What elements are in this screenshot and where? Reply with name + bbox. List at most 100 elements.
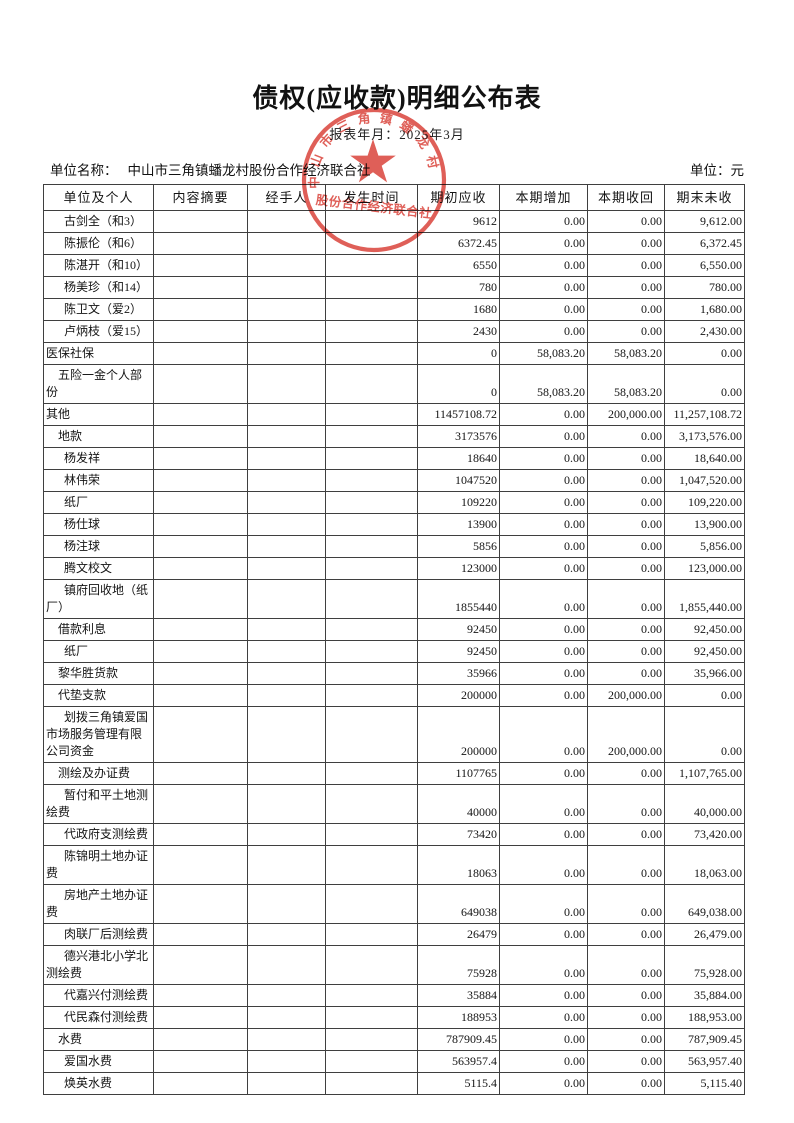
- amount-cell: 200,000.00: [587, 706, 665, 763]
- column-header: 期初应收: [417, 184, 500, 211]
- amount-cell: 0.00: [499, 706, 588, 763]
- empty-cell: [325, 923, 418, 946]
- amount-cell: 35966: [417, 662, 500, 685]
- amount-cell: 6,372.45: [664, 232, 745, 255]
- amount-cell: 92,450.00: [664, 618, 745, 641]
- amount-cell: 1,680.00: [664, 298, 745, 321]
- column-header: 本期收回: [587, 184, 665, 211]
- amount-cell: 0.00: [499, 469, 588, 492]
- empty-cell: [247, 618, 326, 641]
- info-line: 单位名称： 中山市三角镇蟠龙村股份合作经济联合社 单位：元: [50, 159, 744, 179]
- empty-cell: [325, 706, 418, 763]
- empty-cell: [325, 845, 418, 885]
- empty-cell: [153, 403, 248, 426]
- table-row: 其他 11457108.72 0.00 200,000.00 11,257,108.72: [43, 403, 745, 426]
- row-label: 借款利息: [43, 618, 154, 641]
- empty-cell: [247, 342, 326, 365]
- empty-cell: [325, 618, 418, 641]
- amount-cell: 0.00: [587, 276, 665, 299]
- amount-cell: 40000: [417, 784, 500, 824]
- amount-cell: 649038: [417, 884, 500, 924]
- row-label: 德兴港北小学北测绘费: [43, 945, 154, 985]
- empty-cell: [325, 232, 418, 255]
- table-row: 地款 3173576 0.00 0.00 3,173,576.00: [43, 425, 745, 448]
- amount-cell: 0.00: [499, 425, 588, 448]
- table-row: 房地产土地办证费 649038 0.00 0.00 649,038.00: [43, 884, 745, 924]
- table-row: 暂付和平土地测绘费 40000 0.00 0.00 40,000.00: [43, 784, 745, 824]
- amount-cell: 188,953.00: [664, 1006, 745, 1029]
- org-name-line: 单位名称： 中山市三角镇蟠龙村股份合作经济联合社: [50, 159, 371, 179]
- amount-cell: 0.00: [587, 254, 665, 277]
- amount-cell: 0.00: [499, 276, 588, 299]
- empty-cell: [247, 276, 326, 299]
- empty-cell: [153, 298, 248, 321]
- amount-cell: 649,038.00: [664, 884, 745, 924]
- amount-cell: 0.00: [587, 640, 665, 663]
- row-label: 代嘉兴付测绘费: [43, 984, 154, 1007]
- empty-cell: [153, 232, 248, 255]
- amount-cell: 0.00: [587, 784, 665, 824]
- empty-cell: [153, 884, 248, 924]
- table-row: 代政府支测绘费 73420 0.00 0.00 73,420.00: [43, 823, 745, 846]
- empty-cell: [153, 618, 248, 641]
- amount-cell: 0.00: [499, 923, 588, 946]
- amount-cell: 123,000.00: [664, 557, 745, 580]
- empty-cell: [247, 845, 326, 885]
- amount-cell: 26479: [417, 923, 500, 946]
- amount-cell: 0.00: [499, 784, 588, 824]
- empty-cell: [247, 232, 326, 255]
- amount-cell: 0.00: [587, 210, 665, 233]
- empty-cell: [325, 342, 418, 365]
- empty-cell: [247, 364, 326, 404]
- row-label: 地款: [43, 425, 154, 448]
- empty-cell: [325, 640, 418, 663]
- empty-cell: [325, 425, 418, 448]
- empty-cell: [325, 762, 418, 785]
- amount-cell: 2430: [417, 320, 500, 343]
- amount-cell: 0.00: [587, 762, 665, 785]
- amount-cell: 0.00: [499, 945, 588, 985]
- row-label: 划拨三角镇爱国市场服务管理有限公司资金: [43, 706, 154, 763]
- amount-cell: 0.00: [587, 447, 665, 470]
- amount-cell: 58,083.20: [499, 364, 588, 404]
- amount-cell: 35,966.00: [664, 662, 745, 685]
- amount-cell: 0.00: [587, 298, 665, 321]
- amount-cell: 0.00: [499, 684, 588, 707]
- empty-cell: [247, 1028, 326, 1051]
- table-row: 陈振伦（和6） 6372.45 0.00 0.00 6,372.45: [43, 232, 745, 255]
- column-header: 内容摘要: [153, 184, 248, 211]
- amount-cell: 200,000.00: [587, 403, 665, 426]
- row-label: 杨发祥: [43, 447, 154, 470]
- amount-cell: 73,420.00: [664, 823, 745, 846]
- empty-cell: [247, 320, 326, 343]
- empty-cell: [247, 535, 326, 558]
- amount-cell: 0.00: [587, 1050, 665, 1073]
- empty-cell: [247, 784, 326, 824]
- empty-cell: [247, 403, 326, 426]
- table-row: 杨仕球 13900 0.00 0.00 13,900.00: [43, 513, 745, 536]
- amount-cell: 123000: [417, 557, 500, 580]
- amount-cell: 0.00: [499, 762, 588, 785]
- amount-cell: 3,173,576.00: [664, 425, 745, 448]
- amount-cell: 0.00: [499, 513, 588, 536]
- row-label: 纸厂: [43, 640, 154, 663]
- amount-cell: 0.00: [587, 923, 665, 946]
- empty-cell: [247, 984, 326, 1007]
- amount-cell: 0.00: [499, 662, 588, 685]
- empty-cell: [325, 1028, 418, 1051]
- amount-cell: 35884: [417, 984, 500, 1007]
- row-label: 杨仕球: [43, 513, 154, 536]
- amount-cell: 0.00: [587, 945, 665, 985]
- empty-cell: [325, 491, 418, 514]
- amount-cell: 0.00: [499, 447, 588, 470]
- empty-cell: [153, 662, 248, 685]
- empty-cell: [247, 1006, 326, 1029]
- empty-cell: [153, 535, 248, 558]
- amount-cell: 58,083.20: [587, 364, 665, 404]
- amount-cell: 0.00: [499, 823, 588, 846]
- org-name-label: 单位名称：: [50, 163, 118, 178]
- row-label: 陈湛开（和10）: [43, 254, 154, 277]
- empty-cell: [325, 447, 418, 470]
- empty-cell: [325, 513, 418, 536]
- amount-cell: 58,083.20: [499, 342, 588, 365]
